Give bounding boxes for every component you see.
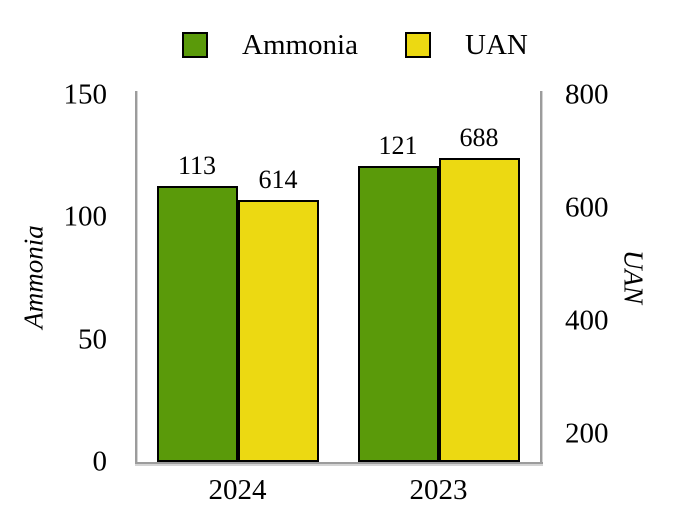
right-tick-200: 200	[565, 417, 609, 450]
plot-area: 113 614 121 688	[135, 91, 543, 464]
bar-uan-2024	[237, 200, 319, 462]
right-axis-tick-labels: 200 400 600 800	[565, 80, 675, 462]
legend-item-uan: UAN	[405, 30, 528, 60]
bar-ammonia-2023	[357, 165, 439, 462]
left-axis-line	[135, 91, 137, 462]
legend-label-ammonia: Ammonia	[242, 29, 358, 61]
left-tick-150: 150	[63, 78, 108, 111]
left-tick-50: 50	[78, 323, 107, 356]
bottom-axis-line	[135, 462, 543, 464]
category-label-2023: 2023	[409, 474, 468, 506]
legend-label-uan: UAN	[465, 29, 528, 61]
bar-ammonia-2024	[156, 185, 238, 462]
category-label-2024: 2024	[208, 474, 267, 506]
left-tick-0: 0	[92, 445, 108, 478]
bar-uan-2023	[438, 158, 520, 462]
value-label-uan-2023: 688	[459, 123, 499, 153]
right-tick-600: 600	[565, 191, 609, 224]
right-tick-400: 400	[565, 304, 609, 337]
legend-swatch-uan	[405, 32, 431, 58]
left-axis-tick-labels: 0 50 100 150	[0, 80, 108, 476]
value-label-ammonia-2023: 121	[378, 130, 418, 160]
legend-item-ammonia: Ammonia	[182, 30, 358, 60]
legend-swatch-ammonia	[182, 32, 208, 58]
right-axis-line	[540, 91, 542, 462]
value-label-ammonia-2024: 113	[177, 150, 217, 180]
value-label-uan-2024: 614	[258, 165, 298, 195]
left-tick-100: 100	[63, 200, 108, 233]
right-tick-800: 800	[565, 78, 609, 111]
category-axis-labels: 2024 2023	[137, 474, 539, 510]
